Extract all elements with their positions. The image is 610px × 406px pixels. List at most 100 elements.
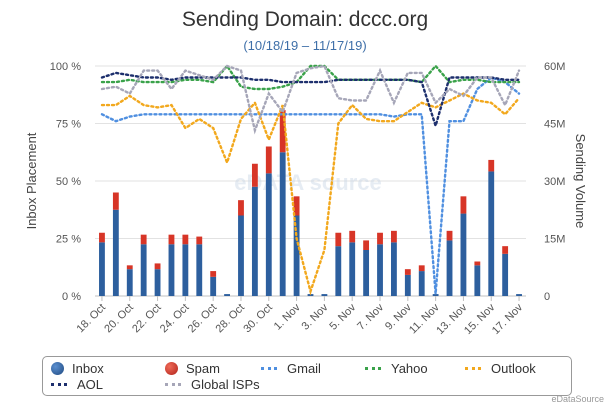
bar-spam[interactable] (140, 234, 147, 245)
bar-spam[interactable] (363, 240, 370, 250)
bar-inbox[interactable] (126, 269, 133, 296)
bar-inbox[interactable] (182, 244, 189, 296)
bar-inbox[interactable] (488, 171, 495, 296)
bar-inbox[interactable] (460, 213, 467, 296)
bar-inbox[interactable] (99, 242, 105, 296)
legend-label-global-isps: Global ISPs (191, 377, 260, 392)
y2-tick-label: 60M (544, 61, 565, 73)
bar-inbox[interactable] (349, 242, 356, 296)
bar-spam[interactable] (182, 234, 189, 245)
y-tick-label: 50 % (56, 176, 81, 188)
bar-inbox[interactable] (432, 294, 439, 296)
bar-spam[interactable] (446, 230, 453, 241)
bar-inbox[interactable] (251, 186, 258, 296)
left-axis-ticks: 0 % 25 % 50 % 75 % 100 % (50, 61, 81, 303)
bar-inbox[interactable] (474, 265, 481, 296)
spam-marker-icon (165, 362, 178, 375)
bar-inbox[interactable] (293, 215, 300, 297)
bar-inbox[interactable] (335, 246, 342, 296)
x-tick-label: 24. Oct (158, 302, 192, 336)
bar-spam[interactable] (168, 234, 175, 245)
legend-item-inbox[interactable]: Inbox (51, 361, 104, 376)
x-tick-label: 18. Oct (75, 302, 109, 336)
line-yahoo[interactable] (100, 64, 521, 91)
x-tick-label: 1. Nov (272, 301, 303, 332)
bar-inbox[interactable] (279, 152, 286, 296)
bar-spam[interactable] (377, 232, 383, 245)
outlook-line-icon (465, 367, 481, 370)
yahoo-line-icon (365, 367, 381, 370)
bar-inbox[interactable] (390, 242, 397, 296)
line-series (100, 64, 521, 296)
bar-spam[interactable] (404, 269, 411, 275)
bar-inbox[interactable] (154, 269, 161, 296)
bar-spam[interactable] (99, 232, 105, 243)
bar-inbox[interactable] (112, 209, 119, 296)
bar-inbox[interactable] (140, 244, 147, 296)
bar-inbox[interactable] (502, 253, 509, 296)
bar-inbox[interactable] (168, 244, 175, 296)
bar-spam[interactable] (293, 196, 300, 216)
bar-spam[interactable] (238, 200, 244, 216)
bar-inbox[interactable] (446, 240, 453, 296)
bar-spam[interactable] (488, 159, 495, 172)
bar-inbox[interactable] (321, 294, 328, 296)
legend-item-yahoo[interactable]: Yahoo (365, 361, 428, 376)
x-tick-label: 28. Oct (214, 302, 248, 336)
legend-item-outlook[interactable]: Outlook (465, 361, 536, 376)
bar-inbox[interactable] (224, 294, 231, 296)
line-outlook[interactable] (100, 92, 521, 296)
bar-inbox[interactable] (238, 215, 244, 297)
y-tick-label: 0 % (62, 291, 81, 303)
y2-tick-label: 45M (544, 119, 565, 131)
y2-tick-label: 0 (544, 291, 550, 303)
bar-spam[interactable] (126, 265, 133, 270)
bar-inbox[interactable] (210, 276, 217, 296)
legend-label-spam: Spam (186, 361, 220, 376)
bar-spam[interactable] (418, 265, 425, 272)
legend-item-global-isps[interactable]: Global ISPs (165, 377, 260, 392)
bar-spam[interactable] (154, 263, 161, 270)
bar-spam[interactable] (265, 146, 272, 174)
y2-tick-label: 30M (544, 176, 565, 188)
y2-tick-label: 15M (544, 234, 565, 246)
bar-spam[interactable] (196, 236, 203, 245)
bar-spam[interactable] (112, 192, 119, 210)
line-gmail[interactable] (100, 76, 521, 294)
bar-inbox[interactable] (516, 294, 522, 296)
y-tick-label: 100 % (50, 61, 81, 73)
bar-spam[interactable] (460, 196, 467, 214)
line-aol[interactable] (100, 71, 521, 130)
bar-spam[interactable] (210, 271, 217, 277)
bar-inbox[interactable] (265, 173, 272, 296)
x-tick-label: 20. Oct (102, 302, 136, 336)
bar-spam[interactable] (279, 110, 286, 153)
bar-inbox[interactable] (404, 274, 411, 296)
bar-spam[interactable] (251, 163, 258, 187)
bar-inbox[interactable] (363, 250, 370, 296)
legend-item-aol[interactable]: AOL (51, 377, 103, 392)
x-tick-label: 30. Oct (241, 302, 275, 336)
bar-series (99, 110, 522, 296)
x-tick-label: 7. Nov (355, 301, 386, 332)
bar-spam[interactable] (335, 232, 342, 247)
legend-label-outlook: Outlook (491, 361, 536, 376)
bar-inbox[interactable] (377, 244, 383, 296)
credit-text: eDataSource (551, 394, 604, 404)
legend-label-aol: AOL (77, 377, 104, 392)
bar-spam[interactable] (474, 261, 481, 266)
line-global-isps[interactable] (100, 64, 521, 135)
legend-item-spam[interactable]: Spam (165, 361, 220, 376)
bar-spam[interactable] (390, 230, 397, 243)
legend-label-inbox: Inbox (72, 361, 104, 376)
bar-inbox[interactable] (418, 271, 425, 296)
bar-spam[interactable] (502, 246, 509, 254)
bar-inbox[interactable] (196, 244, 203, 296)
bar-spam[interactable] (349, 230, 356, 243)
global-isps-line-icon (165, 383, 181, 386)
y-tick-label: 25 % (56, 234, 81, 246)
y-tick-label: 75 % (56, 119, 81, 131)
x-tick-label: 3. Nov (300, 301, 331, 332)
legend-item-gmail[interactable]: Gmail (261, 361, 321, 376)
